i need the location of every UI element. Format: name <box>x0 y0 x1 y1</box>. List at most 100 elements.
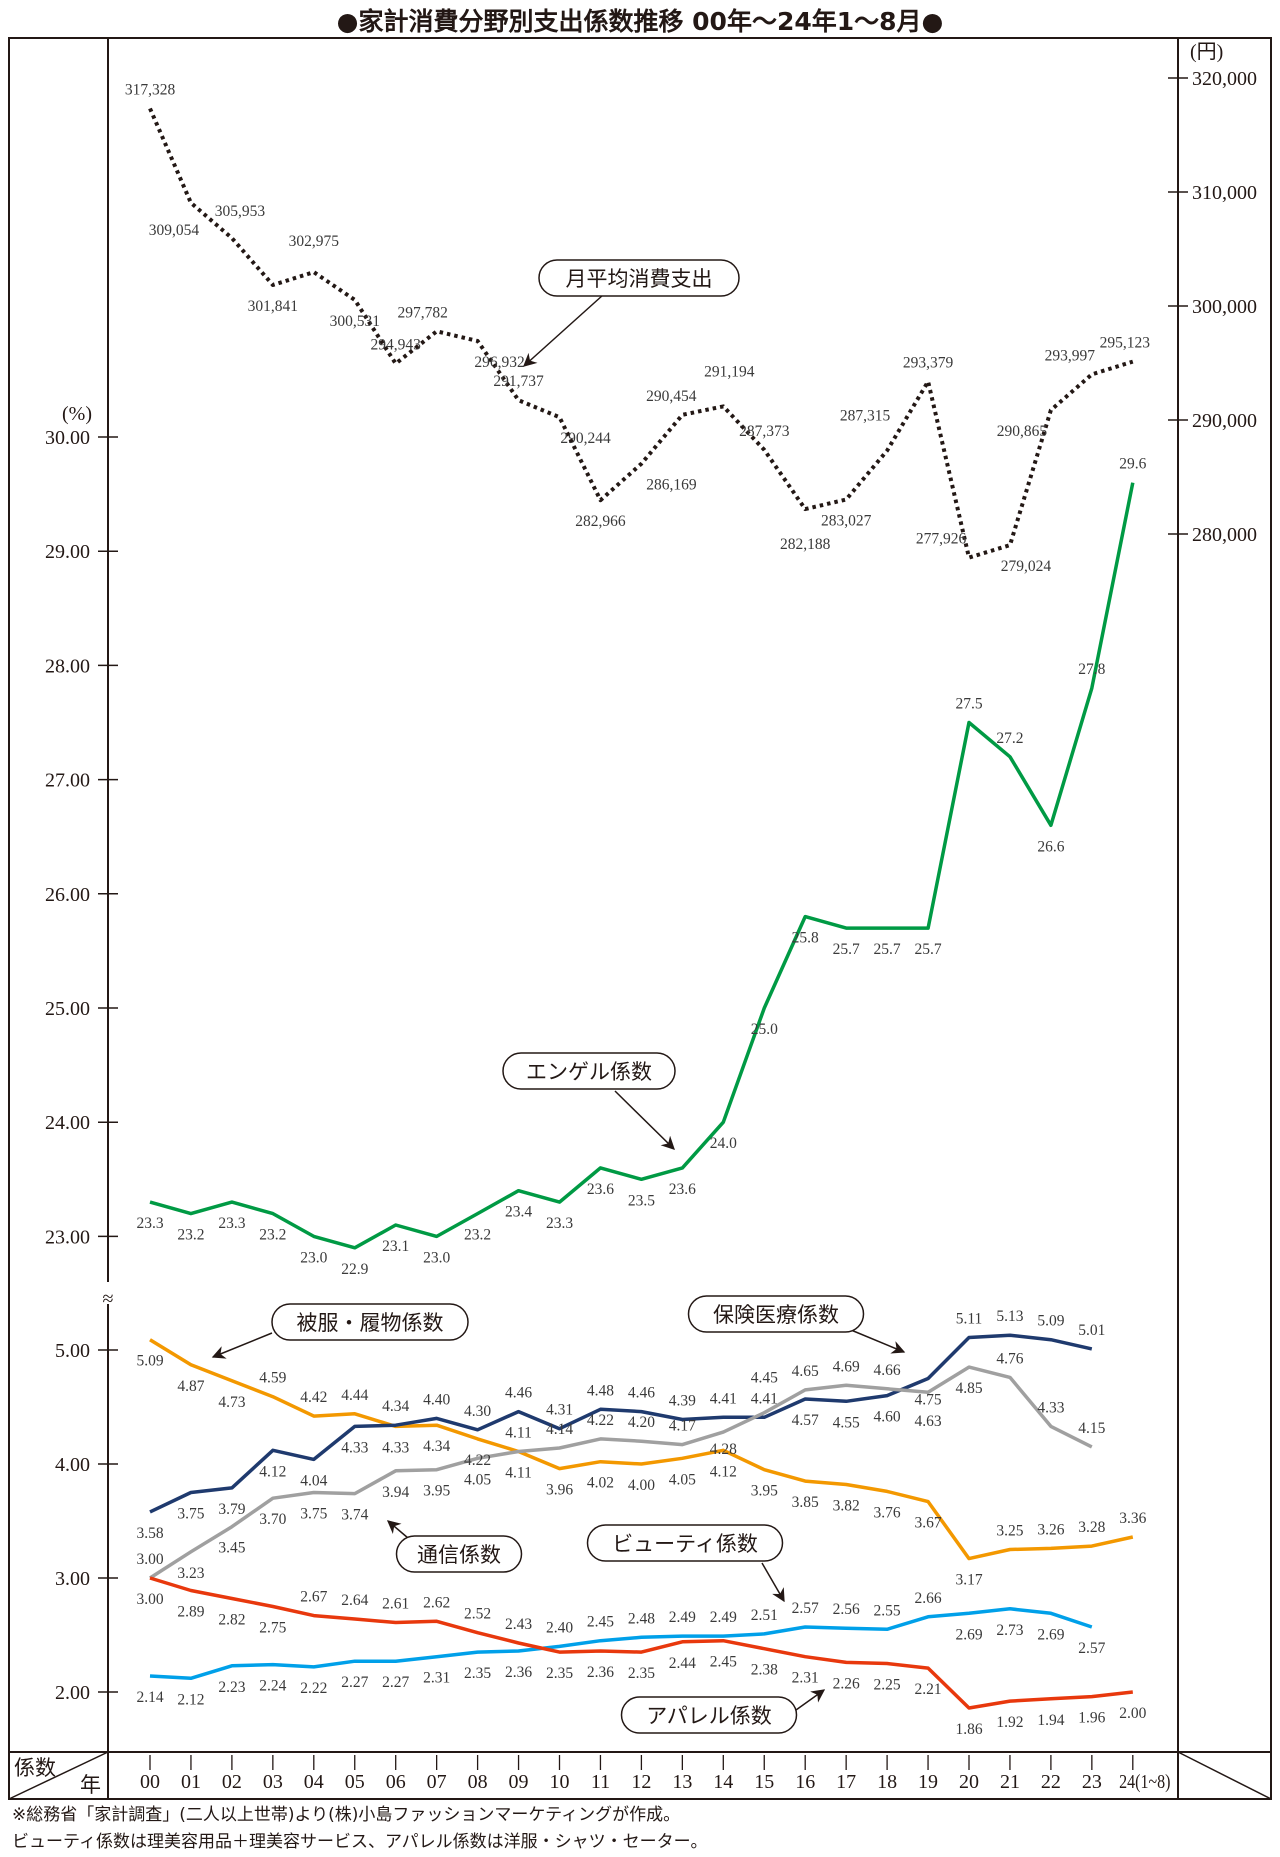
data-label: 23.1 <box>382 1238 409 1255</box>
data-label: 3.82 <box>833 1498 860 1515</box>
data-label: 3.75 <box>300 1506 327 1523</box>
data-label: 4.76 <box>996 1350 1023 1367</box>
data-label: 5.09 <box>136 1353 163 1370</box>
data-label: 282,188 <box>780 536 831 553</box>
data-label: 4.20 <box>628 1414 655 1431</box>
data-label: 279,024 <box>1001 558 1052 575</box>
x-tick-label: 08 <box>468 1771 488 1793</box>
legend-label: 被服・履物係数 <box>297 1311 444 1335</box>
x-tick-label: 01 <box>181 1771 201 1793</box>
left-unit-label: (%) <box>62 403 92 425</box>
legend-label: 保険医療係数 <box>713 1303 839 1327</box>
data-label: 2.89 <box>177 1604 204 1621</box>
legend-label: ビューティ係数 <box>612 1532 758 1556</box>
right-unit-label: (円) <box>1190 41 1223 63</box>
right-tick-label: 300,000 <box>1192 296 1257 318</box>
x-tick-label: 12 <box>631 1771 651 1793</box>
data-label: 2.82 <box>218 1612 245 1629</box>
data-label: 4.44 <box>341 1387 368 1404</box>
data-label: 4.85 <box>955 1380 982 1397</box>
data-label: 3.94 <box>382 1484 409 1501</box>
data-label: 23.2 <box>177 1227 204 1244</box>
data-label: 4.57 <box>792 1412 819 1429</box>
data-label: 4.05 <box>669 1471 696 1488</box>
data-label: 4.48 <box>587 1382 614 1399</box>
data-label: 2.27 <box>382 1674 409 1691</box>
chart-frame <box>8 37 1272 1800</box>
legend-label: アパレル係数 <box>646 1704 772 1728</box>
data-label: 29.6 <box>1119 456 1146 473</box>
x-tick-label: 05 <box>345 1771 365 1793</box>
x-tick-label: 02 <box>222 1771 242 1793</box>
x-tick-label: 21 <box>1000 1771 1020 1793</box>
data-label: 2.24 <box>259 1678 286 1695</box>
data-label: 1.86 <box>955 1721 982 1738</box>
x-tick-label: 07 <box>427 1771 447 1793</box>
x-tick-label: 10 <box>550 1771 570 1793</box>
data-label: 24.0 <box>710 1135 737 1152</box>
data-label: 286,169 <box>646 477 697 494</box>
data-label: 4.60 <box>874 1409 901 1426</box>
data-label: 5.11 <box>956 1310 983 1327</box>
data-label: 283,027 <box>821 512 872 529</box>
data-label: 4.59 <box>259 1370 286 1387</box>
legend-label: 通信係数 <box>417 1543 501 1567</box>
data-label: 4.42 <box>300 1389 327 1406</box>
data-label: 4.30 <box>464 1403 491 1420</box>
data-label: 23.5 <box>628 1192 655 1209</box>
left-tick-label: 5.00 <box>55 1340 90 1362</box>
data-label: 4.75 <box>914 1392 941 1409</box>
data-label: 2.27 <box>341 1674 368 1691</box>
callout-arrow <box>850 1329 906 1354</box>
data-label: 2.57 <box>792 1600 819 1617</box>
data-label: 2.57 <box>1078 1640 1105 1657</box>
data-label: 3.58 <box>136 1525 163 1542</box>
data-label: 4.12 <box>259 1463 286 1480</box>
data-label: 295,123 <box>1100 335 1151 352</box>
data-label: 2.75 <box>259 1620 286 1637</box>
right-tick-label: 310,000 <box>1192 182 1257 204</box>
x-tick-label: 22 <box>1041 1771 1061 1793</box>
x-tick-label: 18 <box>877 1771 897 1793</box>
data-label: 23.0 <box>423 1249 450 1266</box>
data-label: 282,966 <box>575 513 626 530</box>
series-line-0 <box>148 107 1134 560</box>
data-label: 4.41 <box>751 1390 778 1407</box>
x-tick-label: 06 <box>386 1771 406 1793</box>
data-label: 290,865 <box>997 423 1048 440</box>
data-label: 3.00 <box>136 1591 163 1608</box>
data-label: 4.33 <box>382 1439 409 1456</box>
callout-arrow <box>795 1689 826 1711</box>
data-label: 3.17 <box>955 1572 982 1589</box>
callout-box <box>538 259 740 297</box>
data-label: 293,379 <box>903 354 954 371</box>
y-axis-title: 係数 <box>14 1756 56 1780</box>
data-label: 2.31 <box>423 1670 450 1687</box>
data-label: 25.8 <box>792 930 819 947</box>
data-label: 291,737 <box>493 373 544 390</box>
data-label: 23.6 <box>587 1181 614 1198</box>
left-tick-label: 28.00 <box>45 655 90 677</box>
data-label: 23.3 <box>136 1215 163 1232</box>
data-label: 26.6 <box>1037 838 1064 855</box>
data-label: 2.73 <box>996 1622 1023 1639</box>
left-tick-label: 2.00 <box>55 1682 90 1704</box>
x-tick-label: 17 <box>836 1771 856 1793</box>
data-label: 23.2 <box>259 1227 286 1244</box>
data-label: 4.87 <box>177 1378 204 1395</box>
data-label: 3.25 <box>996 1523 1023 1540</box>
data-label: 2.55 <box>874 1602 901 1619</box>
series-line-5 <box>149 1607 1093 1681</box>
data-label: 2.67 <box>300 1589 327 1606</box>
data-label: 4.66 <box>874 1362 901 1379</box>
callout-box <box>502 1052 676 1090</box>
data-label: 4.11 <box>505 1464 532 1481</box>
data-label: 293,997 <box>1045 347 1096 364</box>
data-label: 23.3 <box>218 1215 245 1232</box>
data-label: 25.0 <box>751 1021 778 1038</box>
data-label: 2.45 <box>710 1654 737 1671</box>
data-label: 2.35 <box>546 1665 573 1682</box>
data-label: 2.56 <box>833 1601 860 1618</box>
right-tick-label: 290,000 <box>1192 410 1257 432</box>
